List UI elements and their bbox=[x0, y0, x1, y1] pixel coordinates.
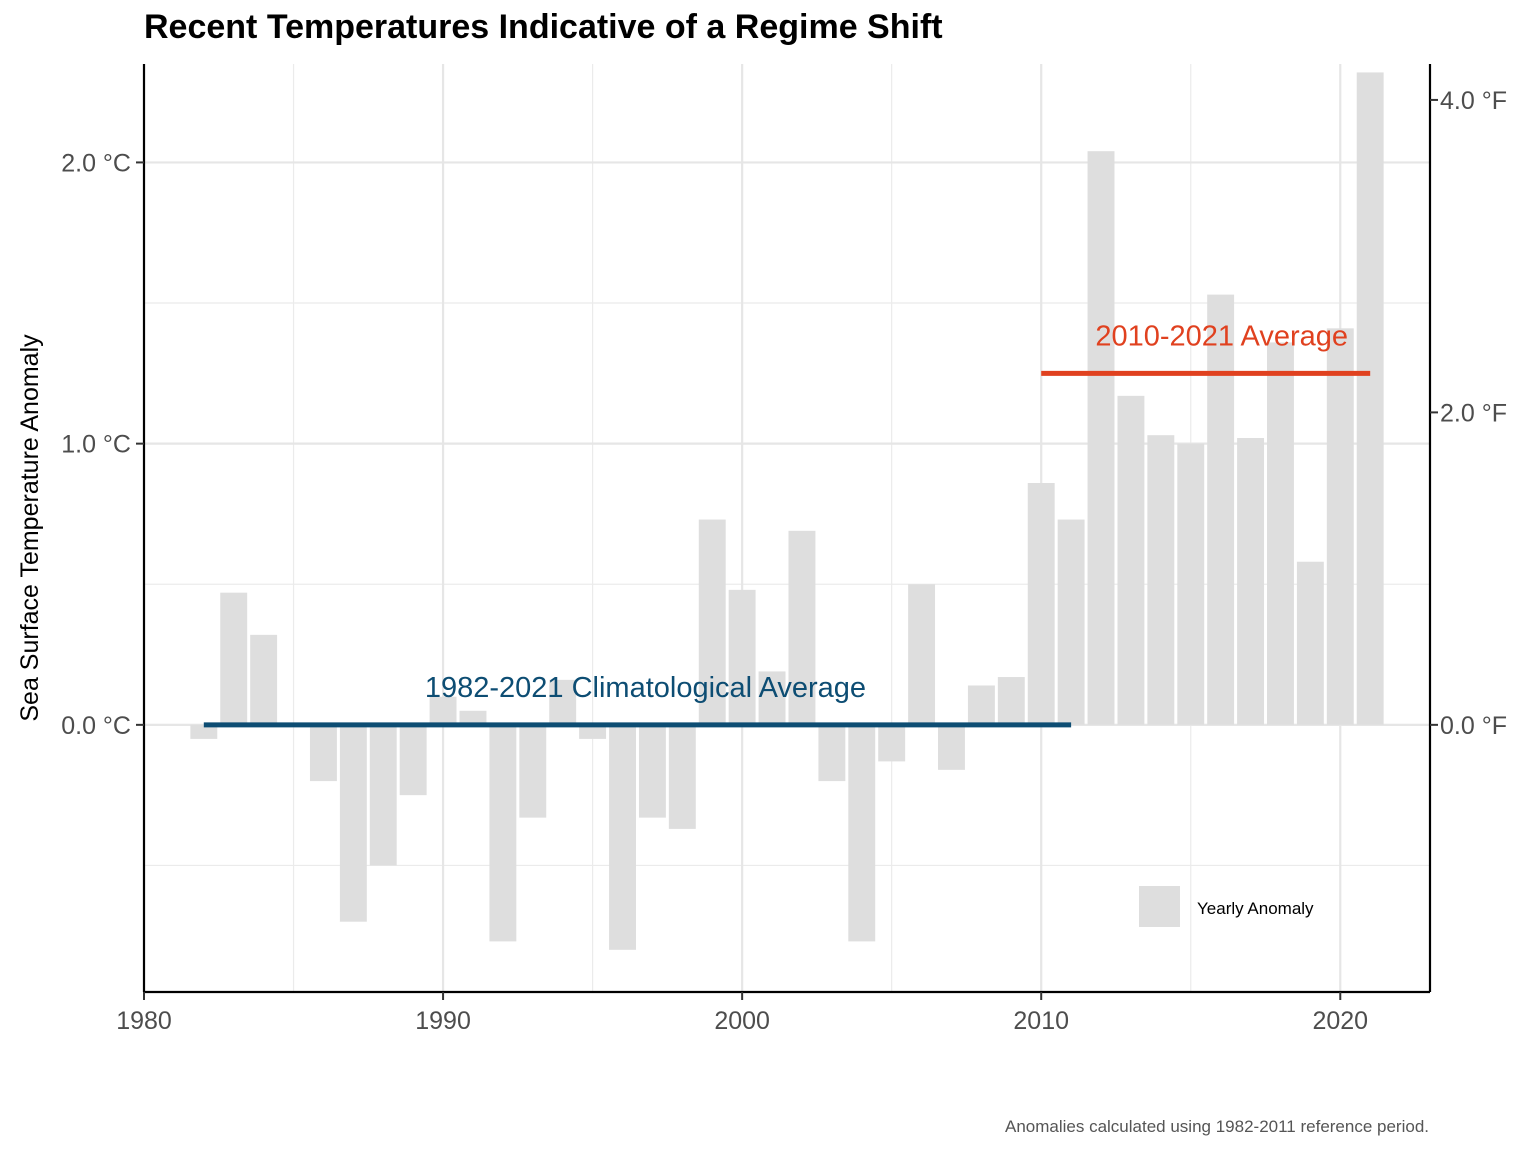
bar-2015 bbox=[1177, 443, 1205, 725]
bar-1987 bbox=[339, 724, 367, 922]
bar-2012 bbox=[1087, 151, 1115, 725]
chart-title: Recent Temperatures Indicative of a Regi… bbox=[144, 8, 943, 46]
bar-1982 bbox=[190, 724, 218, 739]
anomaly-bars bbox=[190, 72, 1384, 950]
bar-2002 bbox=[788, 530, 816, 725]
reference-lines: 1982-2021 Climatological Average 2010-202… bbox=[203, 320, 1371, 728]
legend-label: Yearly Anomaly bbox=[1197, 899, 1314, 918]
bar-2000 bbox=[728, 589, 756, 725]
y-axis-label: Sea Surface Temperature Anomaly bbox=[16, 334, 44, 722]
y-left-tick-label: 1.0 °C bbox=[61, 431, 131, 459]
reference-label-1: 2010-2021 Average bbox=[1095, 320, 1348, 352]
x-tick-label: 1990 bbox=[415, 1007, 471, 1035]
y-right-tick-label: 4.0 °F bbox=[1440, 87, 1507, 115]
bar-2004 bbox=[848, 724, 876, 942]
footnote-caption: Anomalies calculated using 1982-2011 ref… bbox=[1004, 1117, 1429, 1136]
bar-1991 bbox=[459, 710, 487, 725]
bar-1993 bbox=[519, 724, 547, 818]
bar-1983 bbox=[220, 592, 248, 725]
bar-2011 bbox=[1057, 519, 1085, 725]
bar-1994 bbox=[549, 679, 577, 725]
legend-key bbox=[1139, 886, 1180, 927]
reference-label-0: 1982-2021 Climatological Average bbox=[425, 672, 866, 704]
y-left-tick-label: 0.0 °C bbox=[61, 712, 131, 740]
y-right-tick-label: 2.0 °F bbox=[1440, 399, 1507, 427]
bar-1988 bbox=[369, 724, 397, 866]
bar-2003 bbox=[818, 724, 846, 782]
bar-2008 bbox=[967, 685, 995, 725]
bar-2021 bbox=[1356, 72, 1384, 725]
bar-1986 bbox=[309, 724, 337, 782]
bar-1997 bbox=[638, 724, 666, 818]
y-right-tick-label: 0.0 °F bbox=[1440, 712, 1507, 740]
bar-2020 bbox=[1326, 328, 1354, 725]
bar-2009 bbox=[997, 677, 1025, 725]
bar-1996 bbox=[609, 724, 636, 950]
bar-1995 bbox=[579, 724, 607, 739]
bar-2001 bbox=[758, 671, 786, 725]
bar-2016 bbox=[1207, 294, 1235, 725]
bar-1992 bbox=[489, 724, 517, 942]
bar-2006 bbox=[908, 584, 936, 725]
bar-2013 bbox=[1117, 395, 1145, 725]
x-tick-label: 2000 bbox=[714, 1007, 770, 1035]
bar-2005 bbox=[878, 724, 906, 762]
x-tick-label: 2020 bbox=[1312, 1007, 1368, 1035]
bar-2019 bbox=[1296, 561, 1324, 725]
x-tick-label: 1980 bbox=[116, 1007, 172, 1035]
bar-1998 bbox=[668, 724, 696, 829]
bar-1990 bbox=[429, 696, 457, 725]
bar-1989 bbox=[399, 724, 427, 796]
axes: 1980 1990 2000 2010 2020 0.0 °C 1.0 °C 2.0 °C 0.… bbox=[61, 64, 1507, 1035]
bar-2014 bbox=[1147, 435, 1175, 725]
y-left-tick-label: 2.0 °C bbox=[61, 149, 131, 177]
bar-2017 bbox=[1237, 438, 1265, 725]
bar-1999 bbox=[698, 519, 726, 725]
bar-2010 bbox=[1027, 483, 1055, 725]
legend: Yearly Anomaly bbox=[1139, 886, 1314, 927]
x-tick-label: 2010 bbox=[1013, 1007, 1069, 1035]
bar-2018 bbox=[1267, 342, 1294, 725]
bar-1984 bbox=[250, 634, 278, 725]
bar-2007 bbox=[938, 724, 965, 770]
